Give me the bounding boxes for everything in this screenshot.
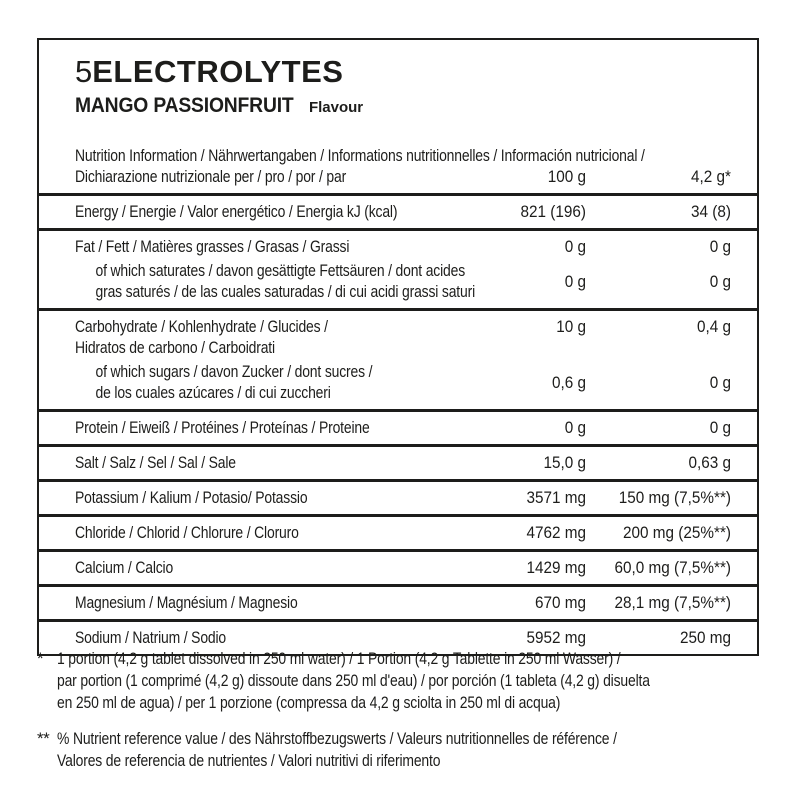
nutrition-table: Nutrition Information / Nährwertangaben … (39, 140, 757, 654)
footnote-portion-marker: * (37, 649, 44, 668)
flavour-line: MANGO PASSIONFRUIT Flavour (75, 94, 757, 118)
row-sugars: of which sugars / davon Zucker / dont su… (75, 361, 732, 403)
chloride-per-portion: 200 mg (25%**) (622, 523, 731, 542)
row-potassium: Potassium / Kalium / Potasio/ Potassio 3… (39, 482, 757, 517)
footnote-nrv: ** % Nutrient reference value / des Nähr… (37, 728, 797, 772)
footnote-nrv-line2: Valores de referencia de nutrientes / Va… (57, 751, 441, 770)
carbohydrate-label-line1: Carbohydrate / Kohlenhydrate / Glucides … (75, 317, 328, 336)
chloride-label: Chloride / Chlorid / Chlorure / Cloruro (75, 523, 299, 542)
calcium-per-portion: 60,0 mg (7,5%**) (614, 558, 731, 577)
footnotes: * 1 portion (4,2 g tablet dissolved in 2… (37, 648, 797, 786)
footnote-portion: * 1 portion (4,2 g tablet dissolved in 2… (37, 648, 797, 714)
protein-per-100g: 0 g (564, 418, 586, 437)
fat-label: Fat / Fett / Matières grasses / Grasas /… (75, 237, 350, 256)
row-magnesium: Magnesium / Magnésium / Magnesio 670 mg … (39, 587, 757, 622)
sodium-per-100g: 5952 mg (526, 628, 586, 647)
nutrition-label-box: 5ELECTROLYTES MANGO PASSIONFRUIT Flavour… (37, 38, 759, 656)
calcium-per-100g: 1429 mg (526, 558, 586, 577)
chloride-per-100g: 4762 mg (526, 523, 586, 542)
column-header-per-portion: 4,2 g* (691, 167, 731, 186)
salt-label: Salt / Salz / Sel / Sal / Sale (75, 453, 236, 472)
magnesium-per-100g: 670 mg (534, 593, 586, 612)
magnesium-label: Magnesium / Magnésium / Magnesio (75, 593, 298, 612)
potassium-label: Potassium / Kalium / Potasio/ Potassio (75, 488, 308, 507)
footnote-nrv-marker: ** (37, 729, 50, 748)
sugars-label-line2: de los cuales azúcares / di cui zuccheri (95, 383, 331, 402)
row-energy: Energy / Energie / Valor energético / En… (39, 196, 757, 231)
protein-label: Protein / Eiweiß / Protéines / Proteínas… (75, 418, 370, 437)
brand-name: ELECTROLYTES (92, 54, 344, 89)
magnesium-per-portion: 28,1 mg (7,5%**) (614, 593, 731, 612)
fat-per-portion: 0 g (709, 237, 731, 256)
salt-per-portion: 0,63 g (688, 453, 731, 472)
sodium-per-portion: 250 mg (679, 628, 731, 647)
brand-title: 5ELECTROLYTES (75, 56, 757, 88)
sugars-label-line1: of which sugars / davon Zucker / dont su… (95, 362, 373, 381)
row-calcium: Calcium / Calcio 1429 mg 60,0 mg (7,5%**… (39, 552, 757, 587)
saturates-label-line1: of which saturates / davon gesättigte Fe… (95, 261, 466, 280)
protein-per-portion: 0 g (709, 418, 731, 437)
potassium-per-portion: 150 mg (7,5%**) (618, 488, 731, 507)
fat-per-100g: 0 g (564, 237, 586, 256)
calcium-label: Calcium / Calcio (75, 558, 174, 577)
footnote-portion-line2: par portion (1 comprimé (4,2 g) dissoute… (57, 671, 650, 690)
column-header-per-100g: 100 g (547, 167, 586, 186)
table-header-section: Nutrition Information / Nährwertangaben … (39, 140, 757, 196)
row-saturates: of which saturates / davon gesättigte Fe… (75, 260, 732, 302)
energy-per-100g: 821 (196) (520, 202, 586, 221)
table-header-line1: Nutrition Information / Nährwertangaben … (75, 146, 645, 165)
carbohydrate-label-line2: Hidratos de carbono / Carboidrati (75, 338, 275, 357)
row-carbohydrate-section: Carbohydrate / Kohlenhydrate / Glucides … (39, 311, 757, 412)
flavour-type-word: Flavour (308, 99, 364, 116)
sugars-per-100g: 0,6 g (551, 372, 586, 392)
sodium-label: Sodium / Natrium / Sodio (75, 628, 227, 647)
row-protein: Protein / Eiweiß / Protéines / Proteínas… (39, 412, 757, 447)
energy-label: Energy / Energie / Valor energético / En… (75, 202, 398, 221)
footnote-portion-line1: 1 portion (4,2 g tablet dissolved in 250… (57, 649, 621, 668)
row-sodium: Sodium / Natrium / Sodio 5952 mg 250 mg (39, 622, 757, 654)
carbohydrate-per-portion: 0,4 g (696, 317, 731, 336)
row-salt: Salt / Salz / Sel / Sal / Sale 15,0 g 0,… (39, 447, 757, 482)
energy-per-portion: 34 (8) (691, 202, 731, 221)
sugars-per-portion: 0 g (709, 372, 731, 392)
saturates-per-portion: 0 g (709, 271, 731, 291)
salt-per-100g: 15,0 g (543, 453, 586, 472)
saturates-per-100g: 0 g (564, 271, 586, 291)
brand-number: 5 (75, 54, 93, 89)
flavour-name: MANGO PASSIONFRUIT (75, 94, 294, 117)
row-chloride: Chloride / Chlorid / Chlorure / Cloruro … (39, 517, 757, 552)
footnote-portion-line3: en 250 ml de agua) / per 1 porzione (com… (57, 693, 561, 712)
table-header-line2: Dichiarazione nutrizionale per / pro / p… (75, 167, 347, 186)
row-carbohydrate: Carbohydrate / Kohlenhydrate / Glucides … (75, 316, 731, 358)
footnote-nrv-line1: % Nutrient reference value / des Nährsto… (57, 729, 617, 748)
potassium-per-100g: 3571 mg (526, 488, 586, 507)
saturates-label-line2: gras saturés / de las cuales saturadas /… (95, 282, 476, 301)
row-fat: Fat / Fett / Matières grasses / Grasas /… (75, 236, 731, 257)
row-fat-section: Fat / Fett / Matières grasses / Grasas /… (39, 231, 757, 311)
carbohydrate-per-100g: 10 g (556, 317, 586, 336)
table-header-row: Dichiarazione nutrizionale per / pro / p… (75, 166, 731, 187)
